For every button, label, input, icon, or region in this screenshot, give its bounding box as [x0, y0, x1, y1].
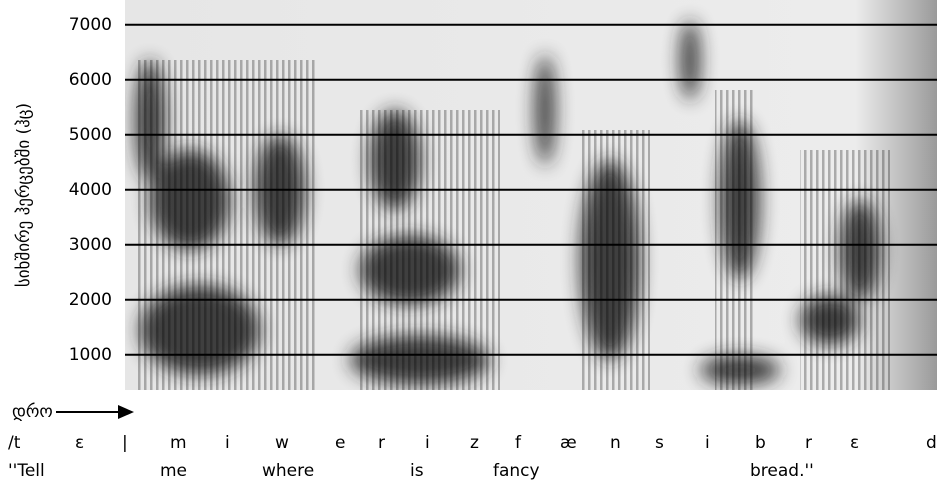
- y-tick-label: 4000: [69, 180, 112, 200]
- word: is: [410, 461, 424, 481]
- phoneme: s: [655, 433, 664, 453]
- phoneme: d: [926, 433, 937, 453]
- y-tick-label: 3000: [69, 235, 112, 255]
- y-axis-label: სიხშირე ჰერცებში (ჰც): [14, 103, 34, 287]
- word: ''Tell: [8, 461, 45, 481]
- word: fancy: [493, 461, 540, 481]
- phoneme: i: [705, 433, 710, 453]
- phoneme: ɛ: [850, 433, 859, 453]
- y-tick-label: 5000: [69, 125, 112, 145]
- x-axis-label: დრო: [12, 402, 53, 422]
- word: bread.'': [750, 461, 814, 481]
- y-tick-label: 1000: [69, 345, 112, 365]
- phoneme: z: [470, 433, 479, 453]
- phoneme: b: [755, 433, 766, 453]
- phoneme: r: [805, 433, 812, 453]
- phoneme: |: [122, 433, 128, 453]
- spectrogram: [125, 0, 937, 390]
- y-tick-label: 2000: [69, 290, 112, 310]
- phoneme: æ: [560, 433, 577, 453]
- phoneme: /t: [8, 433, 21, 453]
- phoneme: f: [515, 433, 522, 453]
- y-tick-label: 7000: [69, 15, 112, 35]
- phoneme: i: [225, 433, 230, 453]
- phoneme: r: [378, 433, 385, 453]
- phoneme: m: [170, 433, 187, 453]
- time-arrow-head: [118, 405, 134, 419]
- phoneme: n: [610, 433, 621, 453]
- phoneme: w: [275, 433, 289, 453]
- word: me: [160, 461, 187, 481]
- phoneme: ɛ: [75, 433, 84, 453]
- phoneme: i: [425, 433, 430, 453]
- y-tick-label: 6000: [69, 70, 112, 90]
- phoneme: e: [335, 433, 345, 453]
- word: where: [262, 461, 314, 481]
